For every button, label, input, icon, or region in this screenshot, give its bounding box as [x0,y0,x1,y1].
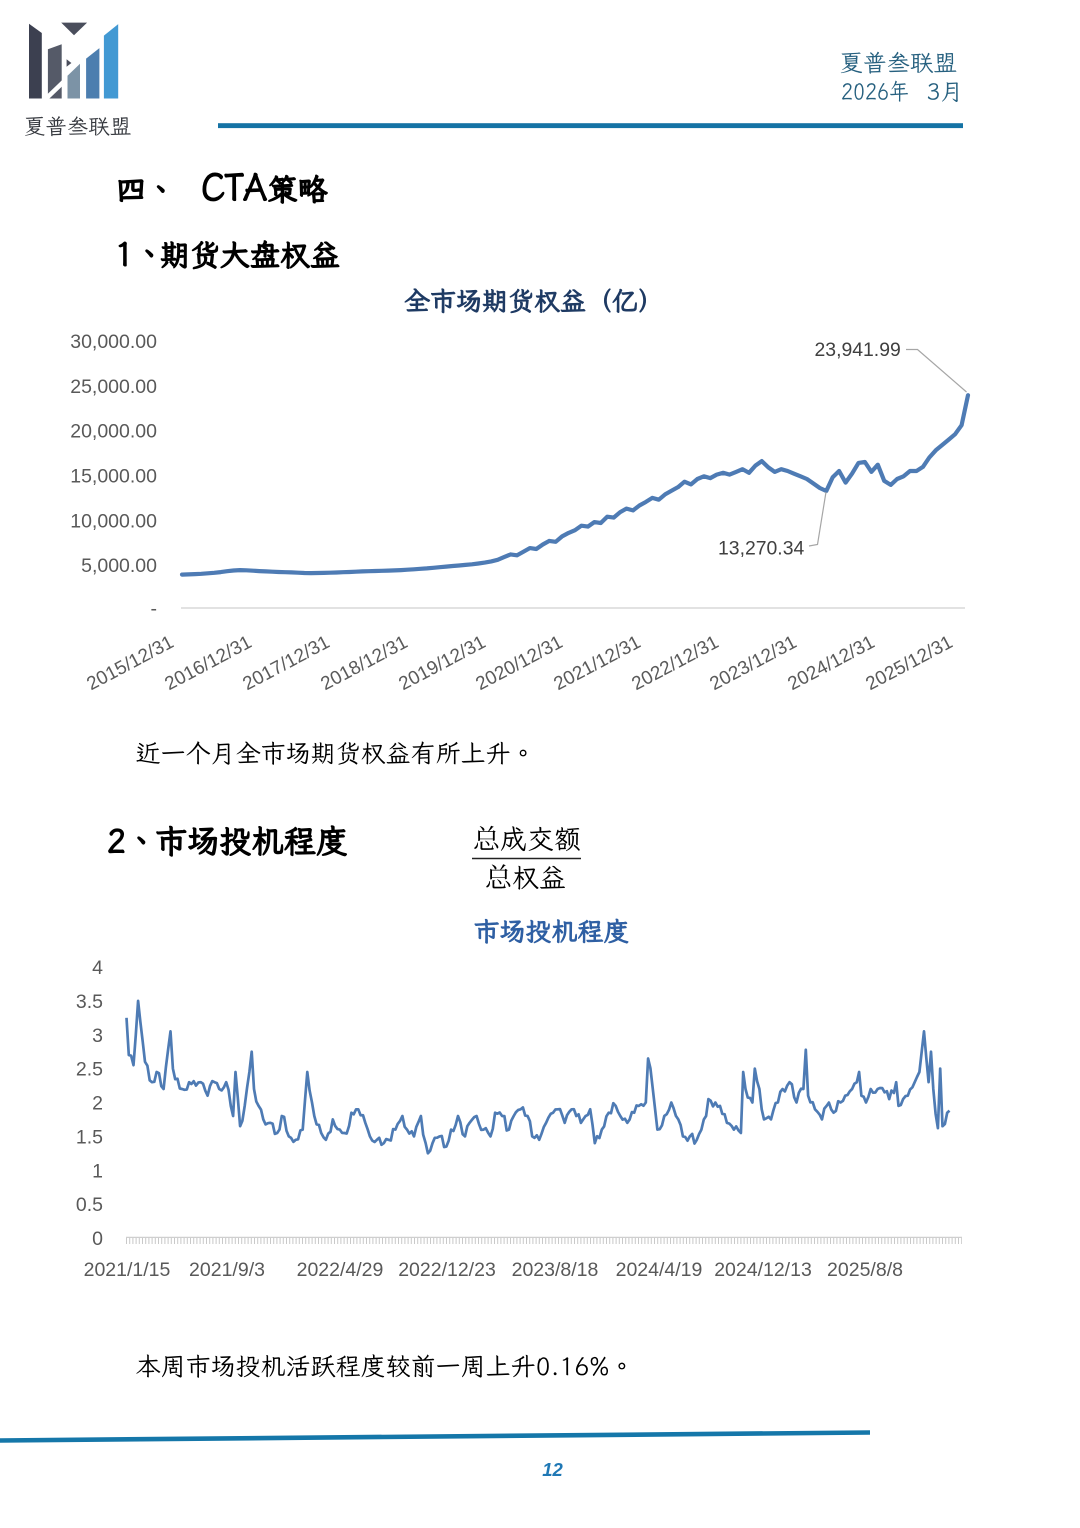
svg-text:2025/12/31: 2025/12/31 [863,632,957,695]
svg-text:1.5: 1.5 [76,1126,103,1148]
svg-text:2025/8/8: 2025/8/8 [827,1259,903,1281]
svg-text:2019/12/31: 2019/12/31 [396,632,490,695]
svg-text:2021/1/15: 2021/1/15 [84,1259,171,1281]
svg-text:2021/9/3: 2021/9/3 [189,1259,265,1281]
svg-text:1: 1 [92,1160,103,1182]
svg-text:13,270.34: 13,270.34 [718,538,804,560]
svg-text:25,000.00: 25,000.00 [70,376,157,398]
svg-text:20,000.00: 20,000.00 [70,421,157,443]
svg-text:2.5: 2.5 [76,1059,103,1081]
svg-text:12: 12 [542,1459,563,1480]
svg-text:2024/4/19: 2024/4/19 [616,1259,703,1281]
svg-text:-: - [151,598,158,620]
svg-text:2023/12/31: 2023/12/31 [707,632,801,695]
svg-text:2020/12/31: 2020/12/31 [473,632,567,695]
svg-text:2023/8/18: 2023/8/18 [512,1259,599,1281]
svg-text:2022/4/29: 2022/4/29 [297,1259,384,1281]
svg-text:4: 4 [92,957,103,979]
svg-text:2018/12/31: 2018/12/31 [318,632,412,695]
svg-text:2021/12/31: 2021/12/31 [551,632,645,695]
svg-text:10,000.00: 10,000.00 [70,510,157,532]
svg-text:15,000.00: 15,000.00 [70,465,157,487]
svg-text:3.5: 3.5 [76,991,103,1013]
svg-text:2022/12/23: 2022/12/23 [398,1259,496,1281]
svg-text:30,000.00: 30,000.00 [70,331,157,353]
svg-text:2: 2 [92,1093,103,1115]
svg-text:2016/12/31: 2016/12/31 [162,632,256,695]
svg-text:0: 0 [92,1228,103,1250]
svg-text:3: 3 [92,1025,103,1047]
svg-text:23,941.99: 23,941.99 [815,339,901,361]
svg-text:2024/12/31: 2024/12/31 [785,632,879,695]
svg-text:2022/12/31: 2022/12/31 [629,632,723,695]
svg-text:2024/12/13: 2024/12/13 [714,1259,812,1281]
svg-text:2017/12/31: 2017/12/31 [240,632,334,695]
svg-text:2015/12/31: 2015/12/31 [84,632,178,695]
svg-text:0.5: 0.5 [76,1194,103,1216]
svg-text:5,000.00: 5,000.00 [81,555,157,577]
